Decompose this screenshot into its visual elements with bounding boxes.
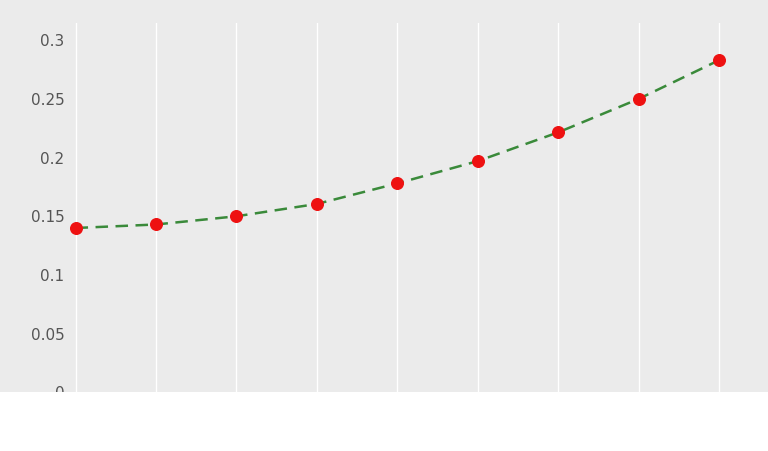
Exact	[713, 56, 725, 64]
Numerical	[554, 129, 563, 135]
Legend: Numerical, Exact: Numerical, Exact	[273, 437, 541, 451]
Exact	[552, 129, 564, 136]
Exact	[230, 213, 243, 220]
Exact	[472, 157, 484, 165]
Numerical	[634, 96, 644, 101]
Exact	[150, 221, 162, 228]
Exact	[391, 180, 403, 187]
Exact	[311, 200, 323, 207]
Line: Numerical: Numerical	[75, 60, 719, 228]
Numerical	[473, 158, 482, 164]
Numerical	[151, 222, 161, 227]
Numerical	[392, 181, 402, 186]
Numerical	[232, 214, 241, 219]
Numerical	[71, 226, 80, 231]
Exact	[69, 225, 81, 232]
Numerical	[313, 201, 322, 207]
Numerical	[714, 57, 723, 63]
Exact	[633, 95, 645, 102]
